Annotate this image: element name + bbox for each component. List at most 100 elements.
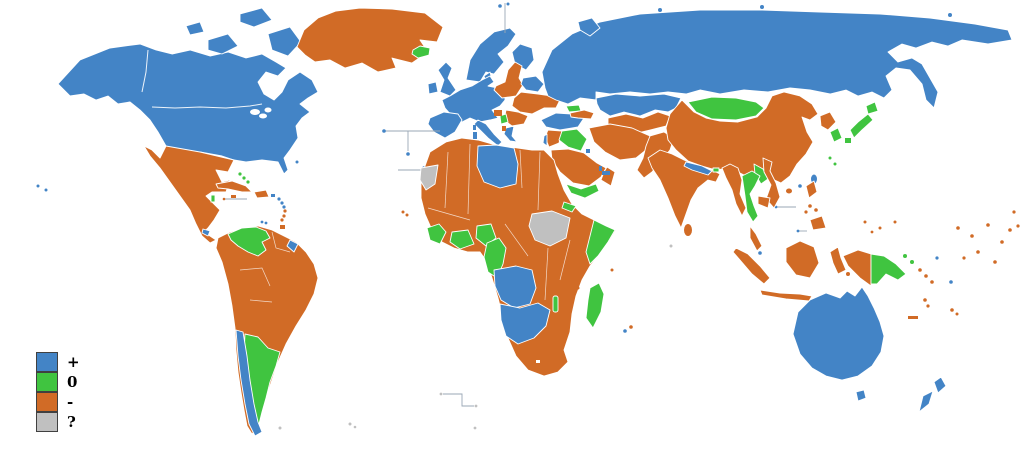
region-uae — [602, 171, 610, 175]
region-serbia — [499, 113, 509, 125]
region-group-russia-central-asia — [541, 5, 1013, 135]
region-sardinia — [473, 132, 477, 139]
region-seychelles — [610, 268, 614, 272]
region-visayas — [808, 204, 812, 208]
region-malay-peninsula — [749, 225, 763, 252]
region-lesser-antilles — [283, 209, 287, 213]
region-netherlands-antilles — [260, 220, 264, 224]
region-hainan — [786, 188, 792, 194]
region-sumatra — [732, 247, 771, 285]
region-taiwan — [811, 174, 817, 184]
region-maldives — [669, 244, 673, 248]
region-sudan — [528, 210, 571, 247]
region-bismarck — [903, 254, 907, 258]
region-cape-verde — [405, 213, 409, 217]
region-iceland — [411, 45, 431, 59]
region-madagascar — [585, 282, 605, 329]
region-fiji — [955, 312, 959, 316]
region-bahamas — [238, 172, 242, 176]
region-ryukyu — [833, 162, 837, 166]
region-jamaica — [231, 195, 236, 198]
region-belize — [210, 194, 216, 203]
continent-oceania — [792, 210, 1020, 413]
region-pacific-island — [1008, 228, 1012, 232]
region-western-sahara — [419, 164, 439, 191]
region-vanuatu — [923, 298, 927, 302]
region-south-korea — [829, 127, 843, 143]
legend-item-positive: + — [36, 352, 80, 372]
border-texture — [427, 207, 471, 221]
region-mongolia — [687, 96, 765, 121]
region-sri-lanka — [684, 224, 692, 236]
region-mauritius — [629, 325, 633, 329]
region-arctic-islands — [239, 7, 273, 28]
border-texture — [239, 267, 271, 287]
region-russia — [541, 9, 1013, 109]
region-new-zealand-north — [933, 376, 947, 394]
region-pacific-island — [1016, 224, 1020, 228]
region-puerto-rico — [271, 194, 275, 197]
region-netherlands-antilles — [264, 221, 268, 225]
region-libya — [476, 144, 519, 189]
region-group-middle-east — [540, 104, 675, 199]
region-iraq — [558, 128, 588, 152]
region-chile — [235, 329, 263, 437]
region-singapore — [758, 251, 762, 255]
region-arctic-islands — [267, 26, 302, 57]
region-arctic-island — [760, 5, 764, 9]
region-falklands — [278, 426, 282, 430]
region-africa-mainland — [420, 137, 617, 377]
region-lesser-antilles — [280, 201, 284, 205]
region-pacific-island — [935, 256, 939, 260]
legend-label-positive: + — [67, 353, 80, 371]
great-lakes — [264, 107, 272, 113]
region-canada-usa — [57, 43, 319, 175]
region-ghana-area — [449, 229, 475, 250]
region-kazakhstan — [595, 93, 682, 117]
region-japan-hokkaido — [865, 101, 879, 115]
region-kuwait — [586, 149, 590, 153]
continent-north-america — [36, 7, 319, 192]
border-texture — [467, 143, 471, 215]
region-israel — [542, 133, 548, 147]
region-group-asia — [647, 91, 879, 248]
region-tasmania — [855, 389, 867, 402]
region-japan-kyushu — [845, 138, 851, 143]
region-cuba — [215, 180, 253, 193]
legend-item-unknown: ? — [36, 411, 80, 432]
region-ireland — [427, 81, 439, 95]
region-solomon-islands — [930, 280, 934, 284]
region-tristan — [473, 426, 477, 430]
region-ryukyu — [828, 156, 832, 160]
region-yemen — [565, 183, 600, 199]
border-texture — [444, 151, 449, 209]
region-mindanao — [809, 215, 827, 231]
region-angola — [493, 265, 537, 309]
region-visayas — [804, 210, 808, 214]
region-lesser-antilles — [280, 218, 284, 222]
region-group-southeast-asia — [721, 157, 934, 307]
region-arctic-islands — [185, 21, 205, 36]
continent-south-america — [215, 225, 357, 437]
region-moluccas — [846, 272, 850, 276]
alaska-canada-border — [141, 49, 149, 93]
region-azores — [382, 129, 386, 133]
region-pacific-island — [949, 280, 953, 284]
border-texture — [249, 299, 273, 303]
region-mexico-central-america — [143, 145, 235, 244]
legend-swatch-zero — [36, 371, 58, 392]
region-new-zealand-south — [918, 390, 934, 413]
region-somalia — [585, 219, 616, 265]
region-corsica — [473, 125, 476, 130]
border-texture — [504, 223, 529, 257]
legend-swatch-unknown — [36, 411, 58, 432]
region-bahamas — [242, 176, 246, 180]
region-pacific-island — [986, 223, 990, 227]
region-pacific-island — [956, 226, 960, 230]
region-croatia-bosnia — [494, 110, 502, 116]
region-lesser-antilles — [282, 214, 286, 218]
region-pacific-island — [976, 250, 980, 254]
region-belarus — [520, 75, 545, 93]
region-hawaii — [36, 184, 40, 188]
